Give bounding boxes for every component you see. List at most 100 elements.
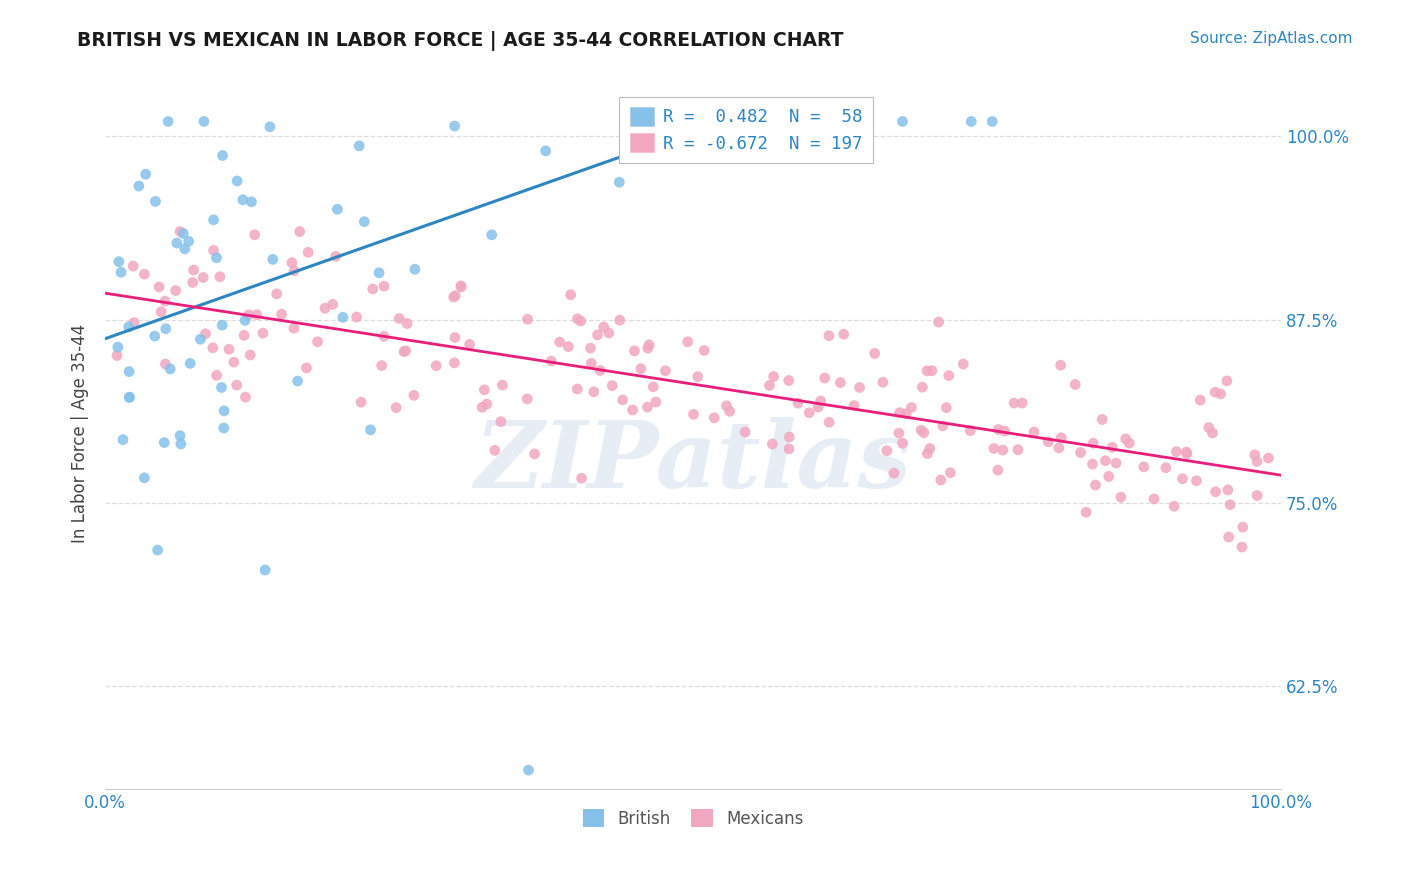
- Point: [107, 340, 129, 354]
- Point: [900, 401, 922, 415]
- Point: [1198, 420, 1220, 434]
- Point: [169, 428, 191, 442]
- Point: [1166, 444, 1188, 458]
- Point: [987, 423, 1010, 437]
- Point: [450, 280, 472, 294]
- Point: [325, 249, 347, 263]
- Point: [122, 316, 145, 330]
- Point: [676, 334, 699, 349]
- Point: [644, 395, 666, 409]
- Point: [353, 215, 375, 229]
- Point: [205, 368, 228, 383]
- Point: [1246, 454, 1268, 468]
- Point: [1074, 505, 1097, 519]
- Point: [205, 251, 228, 265]
- Point: [145, 194, 167, 209]
- Point: [891, 114, 914, 128]
- Point: [1189, 393, 1212, 408]
- Point: [1109, 490, 1132, 504]
- Point: [636, 400, 658, 414]
- Point: [523, 447, 546, 461]
- Point: [600, 378, 623, 392]
- Point: [1049, 358, 1071, 372]
- Point: [557, 340, 579, 354]
- Point: [832, 327, 855, 342]
- Point: [443, 119, 465, 133]
- Point: [654, 364, 676, 378]
- Point: [360, 423, 382, 437]
- Point: [1011, 396, 1033, 410]
- Point: [225, 378, 247, 392]
- Point: [118, 365, 141, 379]
- Point: [960, 114, 983, 128]
- Point: [232, 193, 254, 207]
- Point: [148, 280, 170, 294]
- Point: [932, 418, 955, 433]
- Point: [169, 225, 191, 239]
- Point: [787, 396, 810, 410]
- Point: [1038, 434, 1060, 449]
- Point: [1204, 385, 1226, 400]
- Point: [193, 270, 215, 285]
- Point: [361, 282, 384, 296]
- Point: [612, 392, 634, 407]
- Point: [444, 288, 467, 302]
- Point: [238, 308, 260, 322]
- Point: [202, 212, 225, 227]
- Point: [239, 348, 262, 362]
- Point: [592, 320, 614, 334]
- Point: [1257, 451, 1279, 466]
- Point: [1047, 441, 1070, 455]
- Point: [910, 423, 932, 437]
- Point: [118, 390, 141, 404]
- Point: [287, 374, 309, 388]
- Point: [1185, 474, 1208, 488]
- Point: [1098, 469, 1121, 483]
- Point: [1243, 448, 1265, 462]
- Point: [668, 114, 690, 128]
- Point: [402, 388, 425, 402]
- Point: [425, 359, 447, 373]
- Point: [128, 179, 150, 194]
- Point: [814, 371, 837, 385]
- Point: [548, 334, 571, 349]
- Point: [918, 442, 941, 456]
- Point: [481, 227, 503, 242]
- Point: [1201, 425, 1223, 440]
- Point: [682, 408, 704, 422]
- Point: [484, 443, 506, 458]
- Point: [108, 254, 131, 268]
- Point: [347, 138, 370, 153]
- Point: [157, 114, 180, 128]
- Point: [887, 426, 910, 441]
- Point: [567, 311, 589, 326]
- Point: [534, 144, 557, 158]
- Point: [810, 393, 832, 408]
- Text: Source: ZipAtlas.com: Source: ZipAtlas.com: [1189, 31, 1353, 46]
- Point: [517, 763, 540, 777]
- Point: [987, 463, 1010, 477]
- Point: [638, 338, 661, 352]
- Point: [598, 326, 620, 340]
- Point: [183, 263, 205, 277]
- Point: [295, 360, 318, 375]
- Point: [458, 337, 481, 351]
- Point: [1083, 436, 1105, 450]
- Point: [912, 425, 935, 440]
- Point: [211, 148, 233, 162]
- Point: [579, 341, 602, 355]
- Point: [283, 321, 305, 335]
- Point: [1219, 498, 1241, 512]
- Point: [1154, 460, 1177, 475]
- Point: [889, 406, 911, 420]
- Point: [159, 362, 181, 376]
- Point: [983, 442, 1005, 456]
- Point: [1050, 431, 1073, 445]
- Point: [1209, 387, 1232, 401]
- Point: [134, 471, 156, 485]
- Point: [150, 305, 173, 319]
- Point: [1105, 456, 1128, 470]
- Point: [830, 376, 852, 390]
- Point: [143, 329, 166, 343]
- Point: [863, 346, 886, 360]
